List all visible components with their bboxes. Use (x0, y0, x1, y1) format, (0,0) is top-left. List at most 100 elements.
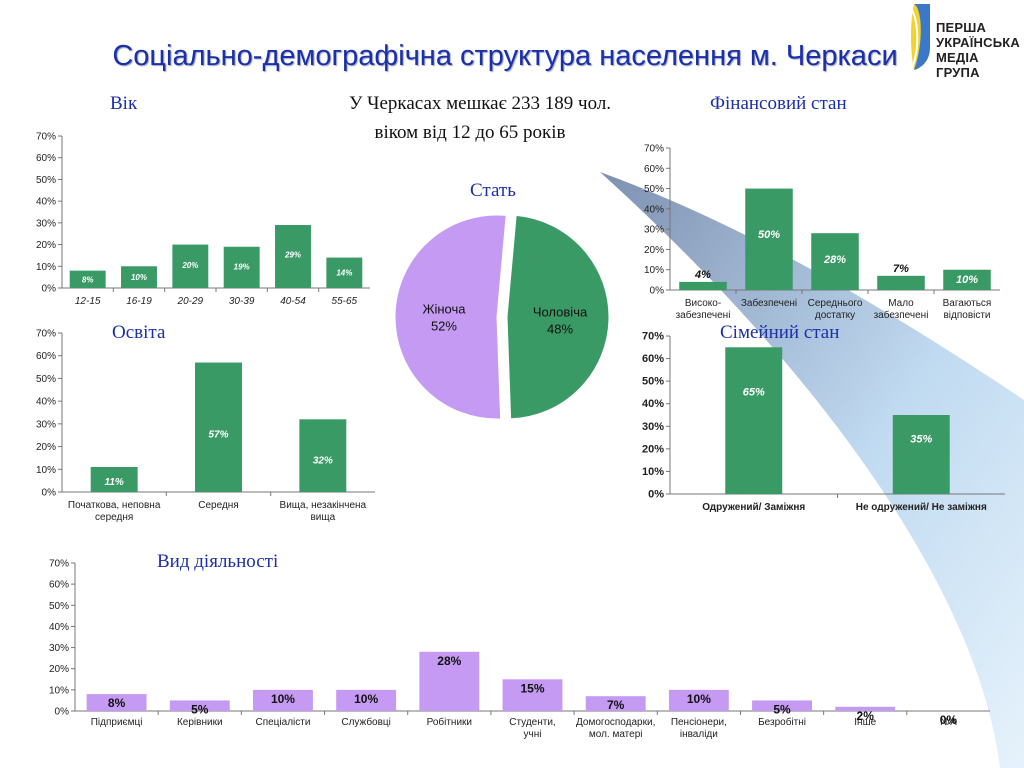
y-tick-label: 0% (42, 284, 57, 295)
y-tick-label: 20% (49, 664, 69, 675)
bar-0 (86, 694, 147, 711)
category-label-4: 40-54 (280, 296, 306, 307)
bar-0 (725, 347, 783, 494)
bar-5 (502, 679, 563, 711)
category-label-9: Інше (854, 717, 876, 728)
data-label-3: 10% (354, 692, 378, 706)
bar-4 (943, 269, 991, 290)
bar-1 (169, 700, 230, 711)
y-tick-label: 30% (49, 643, 69, 654)
y-tick-label: 0% (55, 707, 70, 718)
slice-value-1: 48% (547, 321, 573, 336)
category-label-3: Мало (888, 298, 914, 309)
category-label-2: Вища, незакінчена (280, 500, 367, 511)
y-tick-label: 40% (49, 622, 69, 633)
family-chart-title: Сімейний стан (720, 322, 840, 343)
y-tick-label: 50% (644, 184, 664, 195)
y-tick-label: 50% (642, 376, 664, 388)
category-label-0: Одружений/ Заміжня (702, 502, 805, 513)
data-label-6: 7% (607, 698, 625, 712)
category-label-2: Спеціалісти (255, 717, 310, 728)
data-label-0: 8% (82, 275, 94, 284)
category-label-3: Службовці (341, 716, 391, 728)
y-tick-label: 30% (644, 225, 664, 236)
data-label-0: 11% (105, 477, 124, 488)
data-label-2: 20% (181, 261, 198, 270)
slice-label-1: Чоловіча (533, 304, 588, 319)
data-label-7: 10% (687, 692, 711, 706)
category-label-3: 30-39 (229, 296, 255, 307)
age-bar-chart: 0% 10% 20% 30% 40% 50% 60% 70% 8% 12-15 10% 16-19 20… (36, 132, 370, 307)
y-tick-label: 10% (644, 265, 664, 276)
category-label-7: Пенсіонери, (671, 717, 727, 728)
logo-line: УКРАЇНСЬКА (936, 35, 1020, 50)
y-tick-label: 20% (644, 245, 664, 256)
bar-0 (90, 467, 138, 492)
data-label-0: 8% (108, 696, 126, 710)
y-tick-label: 10% (642, 466, 664, 478)
y-tick-label: 60% (644, 164, 664, 175)
bar-2 (299, 419, 347, 492)
data-label-1: 35% (910, 434, 932, 446)
data-label-4: 28% (437, 654, 461, 668)
data-label-1: 57% (208, 430, 228, 441)
bar-3 (336, 689, 397, 711)
y-tick-label: 40% (644, 204, 664, 215)
category-label-0: середня (95, 512, 133, 523)
bar-4 (275, 225, 311, 288)
y-tick-label: 30% (642, 421, 664, 433)
category-label-0: забезпечені (676, 309, 731, 321)
y-tick-label: 40% (36, 397, 56, 408)
category-label-7: інваліди (680, 729, 718, 740)
bar-9 (835, 706, 896, 711)
category-label-0: Підприємці (91, 717, 143, 728)
data-label-0: 65% (743, 386, 765, 398)
y-tick-label: 60% (49, 580, 69, 591)
y-tick-label: 70% (49, 559, 69, 570)
bar-1 (745, 188, 793, 290)
category-label-4: Вагаються (943, 298, 992, 309)
population-note-line2: віком від 12 до 65 років (374, 122, 566, 143)
logo-emblem-icon (911, 4, 930, 70)
data-label-4: 29% (284, 250, 301, 259)
logo-line: МЕДІА ГРУПА (936, 50, 980, 80)
category-label-8: Безробітні (758, 716, 806, 728)
category-label-0: Високо- (685, 298, 721, 309)
bar-3 (223, 246, 260, 288)
bar-5 (326, 257, 363, 288)
category-label-6: мол. матері (589, 729, 643, 740)
y-tick-label: 20% (36, 240, 56, 251)
category-label-4: Робітники (427, 716, 472, 728)
finance-chart-title: Фінансовий стан (710, 93, 847, 114)
slice-value-0: 52% (431, 319, 457, 334)
education-bar-chart: 0% 10% 20% 30% 40% 50% 60% 70% 11% Початкова, неп… (36, 329, 375, 523)
y-tick-label: 0% (42, 488, 57, 499)
bar-0 (679, 281, 727, 290)
data-label-10: 0% (940, 713, 958, 727)
page-title: Соціально-демографічна структура населен… (112, 40, 898, 72)
activity-chart-title: Вид діяльності (157, 551, 279, 572)
gender-chart-title: Стать (470, 180, 516, 201)
category-label-5: учні (524, 729, 542, 740)
category-label-5: Студенти, (509, 717, 555, 728)
y-tick-label: 40% (642, 398, 664, 410)
category-label-3: забезпечені (874, 309, 929, 321)
y-tick-label: 50% (36, 175, 56, 186)
data-label-5: 15% (520, 681, 544, 695)
category-label-1: Не одружений/ Не заміжня (856, 502, 987, 513)
y-tick-label: 20% (36, 442, 56, 453)
data-label-1: 5% (191, 702, 209, 716)
y-tick-label: 0% (648, 489, 664, 501)
y-tick-label: 30% (36, 419, 56, 430)
bar-6 (585, 696, 646, 711)
slice-label-0: Жіноча (422, 302, 466, 317)
data-label-1: 10% (131, 273, 147, 282)
bar-4 (419, 651, 480, 711)
category-label-1: 16-19 (126, 296, 152, 307)
education-chart-title: Освіта (112, 322, 166, 343)
bar-7 (668, 689, 729, 711)
category-label-2: 20-29 (177, 296, 204, 307)
category-label-1: Середня (198, 500, 238, 511)
y-tick-label: 10% (36, 262, 56, 273)
category-label-10: N/A (940, 717, 957, 728)
